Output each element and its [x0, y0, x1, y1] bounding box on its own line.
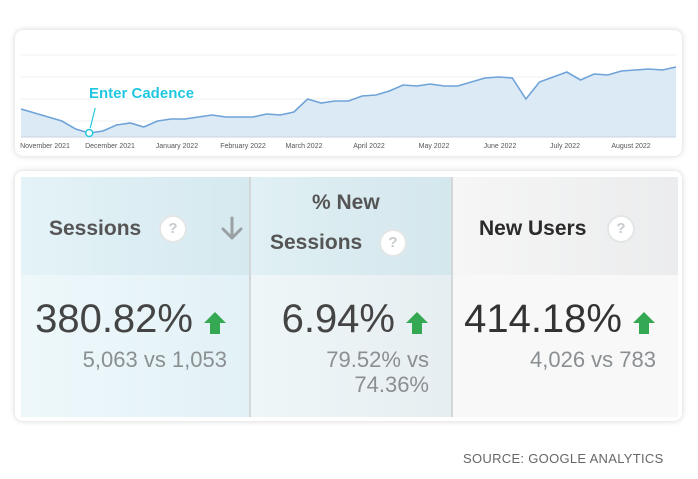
x-tick-label: August 2022: [611, 143, 650, 150]
sessions-label: Sessions: [49, 217, 142, 240]
annotation-pointer: [89, 107, 96, 129]
x-tick-label: February 2022: [220, 143, 266, 150]
new-sessions-values: 6.94% 79.52% vs 74.36%: [251, 275, 451, 417]
enter-cadence-marker: [84, 128, 94, 138]
new-sessions-help-icon[interactable]: ?: [379, 229, 407, 257]
x-tick-label: June 2022: [484, 143, 517, 150]
new-users-help-icon[interactable]: ?: [607, 215, 635, 243]
sessions-change-value: 380.82%: [35, 297, 193, 341]
x-tick-label: April 2022: [353, 143, 385, 150]
new-users-values: 414.18% 4,026 vs 783: [453, 275, 678, 417]
sessions-values: 380.82% 5,063 vs 1,053: [21, 275, 249, 417]
metrics-scorecard: Sessions ? 380.82% 5,063 vs 1,053 % New …: [15, 171, 682, 421]
sessions-metric: Sessions ? 380.82% 5,063 vs 1,053: [21, 177, 249, 417]
source-credit: SOURCE: GOOGLE ANALYTICS: [463, 451, 664, 466]
new-sessions-header[interactable]: % New Sessions ?: [251, 177, 451, 275]
new-users-header[interactable]: New Users ?: [453, 177, 678, 275]
new-sessions-label-line1: % New: [312, 191, 380, 214]
trend-line: [20, 66, 677, 134]
new-users-comparison: 4,026 vs 783: [530, 347, 656, 372]
new-sessions-comparison-line2: 74.36%: [354, 372, 429, 397]
up-arrow-icon: [406, 312, 428, 334]
sessions-header[interactable]: Sessions ?: [21, 177, 249, 275]
up-arrow-icon: [204, 312, 226, 334]
sessions-trend-chart: November 2021 December 2021 January 2022 Fe…: [15, 30, 682, 156]
x-tick-label: March 2022: [286, 143, 323, 150]
new-sessions-change-value: 6.94%: [281, 297, 395, 341]
x-tick-label: November 2021: [20, 143, 70, 150]
new-sessions-comparison-line1: 79.52% vs: [326, 347, 429, 372]
enter-cadence-annotation: Enter Cadence: [89, 85, 195, 102]
sessions-comparison: 5,063 vs 1,053: [82, 347, 227, 372]
new-users-change-value: 414.18%: [464, 297, 622, 341]
new-users-metric: New Users ? 414.18% 4,026 vs 783: [451, 177, 678, 417]
new-sessions-label-line2: Sessions: [270, 231, 363, 254]
up-arrow-icon: [633, 312, 655, 334]
sort-down-arrow-icon[interactable]: [220, 216, 244, 242]
new-users-label: New Users: [479, 217, 587, 240]
x-tick-label: May 2022: [419, 143, 450, 150]
x-tick-label: July 2022: [550, 143, 580, 150]
new-sessions-metric: % New Sessions ? 6.94% 79.52% vs 74.36%: [249, 177, 451, 417]
sessions-help-icon[interactable]: ?: [159, 215, 187, 243]
x-tick-label: December 2021: [85, 143, 135, 150]
trend-chart-svg: November 2021 December 2021 January 2022 Fe…: [20, 54, 677, 150]
x-tick-label: January 2022: [156, 143, 199, 150]
